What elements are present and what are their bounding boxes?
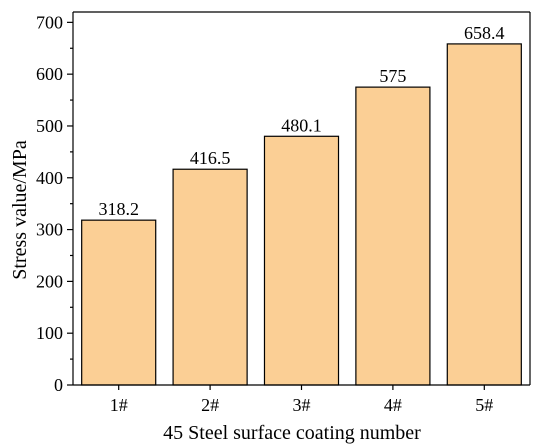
bar-2 [172, 168, 248, 386]
x-tick-label-5: 5# [475, 395, 493, 415]
x-tick-label-1: 1# [110, 395, 128, 415]
y-tick-label-100: 100 [36, 323, 63, 343]
y-axis-title: Stress value/MPa [9, 140, 31, 280]
y-tick-label-700: 700 [36, 12, 63, 32]
x-axis-title: 45 Steel surface coating number [163, 422, 421, 444]
y-tick-label-600: 600 [36, 64, 63, 84]
y-tick-label-200: 200 [36, 271, 63, 291]
bar-5 [446, 43, 522, 386]
data-label-4: 575 [379, 66, 406, 86]
axes-layer: 1# 2# 3# 4# 5# 0 100 200 300 400 500 600 700 [36, 11, 531, 415]
y-tick-label-500: 500 [36, 116, 63, 136]
data-label-2: 416.5 [190, 148, 231, 168]
bar-1 [81, 219, 157, 386]
data-label-5: 658.4 [464, 23, 505, 43]
data-label-1: 318.2 [98, 199, 139, 219]
bar-4 [355, 86, 431, 386]
bars-layer [81, 43, 522, 386]
x-tick-label-4: 4# [384, 395, 402, 415]
y-tick-label-400: 400 [36, 168, 63, 188]
data-label-3: 480.1 [281, 115, 322, 135]
data-labels-layer: 318.2 416.5 480.1 575 658.4 [98, 23, 504, 219]
y-tick-label-0: 0 [54, 375, 63, 395]
x-tick-label-2: 2# [201, 395, 219, 415]
x-tick-label-3: 3# [293, 395, 311, 415]
y-tick-label-300: 300 [36, 220, 63, 240]
bar-3 [263, 135, 340, 386]
